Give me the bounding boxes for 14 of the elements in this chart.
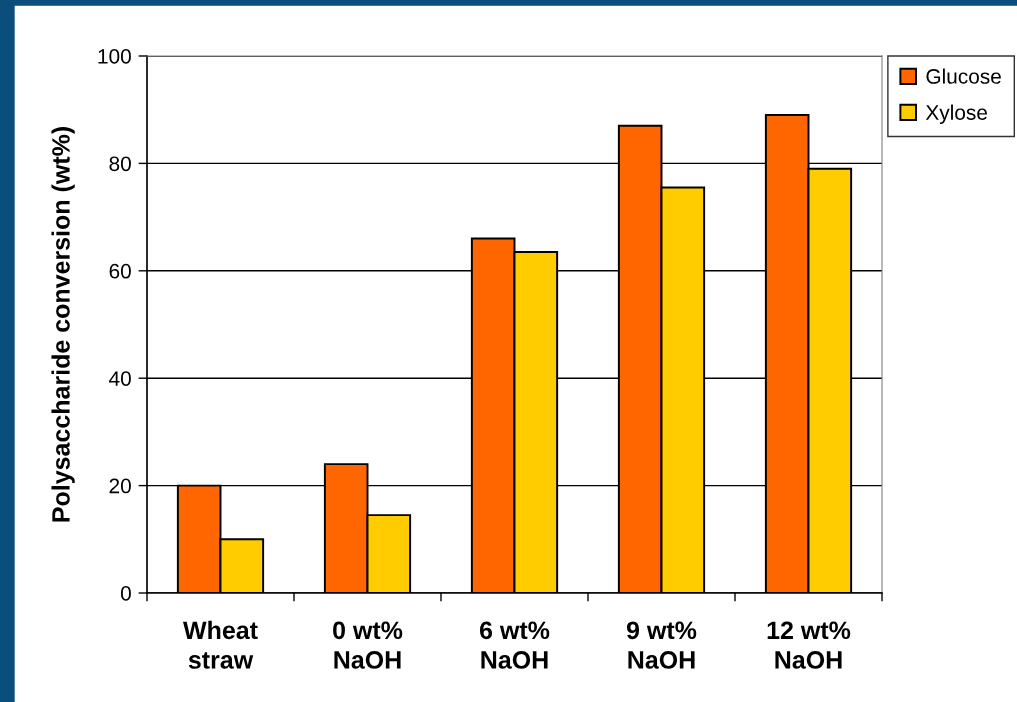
y-axis-title: Polysaccharide conversion (wt%) — [51, 127, 75, 522]
x-tick-label: Wheat straw — [183, 620, 258, 669]
x-tick-label: 0 wt% NaOH — [333, 621, 403, 669]
y-tick-label: 20 — [109, 478, 131, 494]
y-tick-label: 0 — [120, 586, 131, 601]
legend-label: Xylose — [925, 104, 987, 125]
y-tick-label: 40 — [109, 371, 131, 386]
legend-label: Glucose — [926, 68, 1001, 84]
y-tick-label: 60 — [109, 263, 131, 279]
x-tick-label: 9 wt% NaOH — [626, 621, 697, 669]
x-tick-label: 12 wt% NaOH — [767, 621, 851, 669]
y-tick-label: 100 — [98, 49, 131, 64]
x-tick-label: 6 wt% NaOH — [479, 621, 550, 669]
y-tick-label: 80 — [109, 156, 131, 172]
